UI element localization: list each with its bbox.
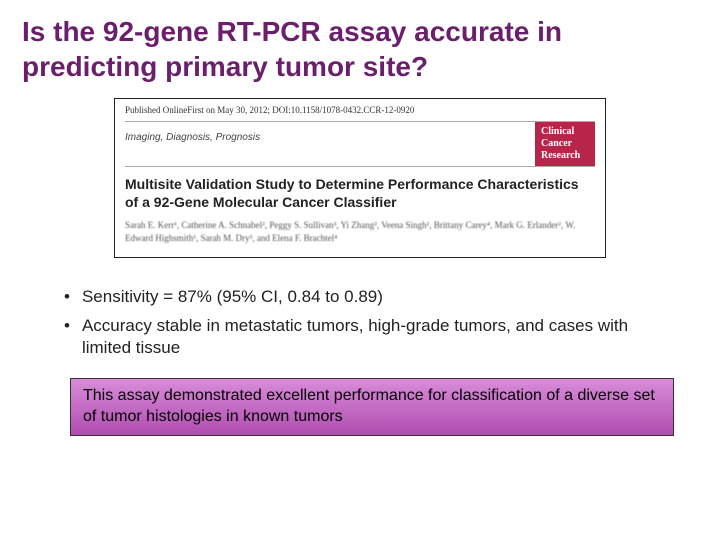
journal-line: Research (541, 150, 589, 162)
rule-top (125, 121, 595, 122)
callout-text: This assay demonstrated excellent perfor… (83, 386, 661, 428)
journal-line: Cancer (541, 138, 589, 150)
bullet-item: • Sensitivity = 87% (95% CI, 0.84 to 0.8… (64, 286, 670, 309)
bullet-marker: • (64, 286, 70, 308)
journal-line: Clinical (541, 126, 589, 138)
slide-title: Is the 92-gene RT-PCR assay accurate in … (0, 0, 720, 92)
paper-title: Multisite Validation Study to Determine … (125, 175, 595, 219)
bullet-marker: • (64, 315, 70, 337)
publication-line: Published OnlineFirst on May 30, 2012; D… (125, 105, 595, 119)
rule-mid (125, 166, 595, 167)
callout-box: This assay demonstrated excellent perfor… (70, 378, 674, 436)
section-label: Imaging, Diagnosis, Prognosis (125, 128, 535, 151)
bullet-text: Sensitivity = 87% (95% CI, 0.84 to 0.89) (82, 286, 383, 309)
bullet-text: Accuracy stable in metastatic tumors, hi… (82, 315, 670, 361)
journal-badge: Clinical Cancer Research (535, 122, 595, 166)
paper-excerpt: Published OnlineFirst on May 30, 2012; D… (114, 98, 606, 258)
bullet-list: • Sensitivity = 87% (95% CI, 0.84 to 0.8… (64, 286, 670, 361)
bullet-item: • Accuracy stable in metastatic tumors, … (64, 315, 670, 361)
paper-authors: Sarah E. Kerr¹, Catherine A. Schnabel², … (125, 219, 595, 244)
